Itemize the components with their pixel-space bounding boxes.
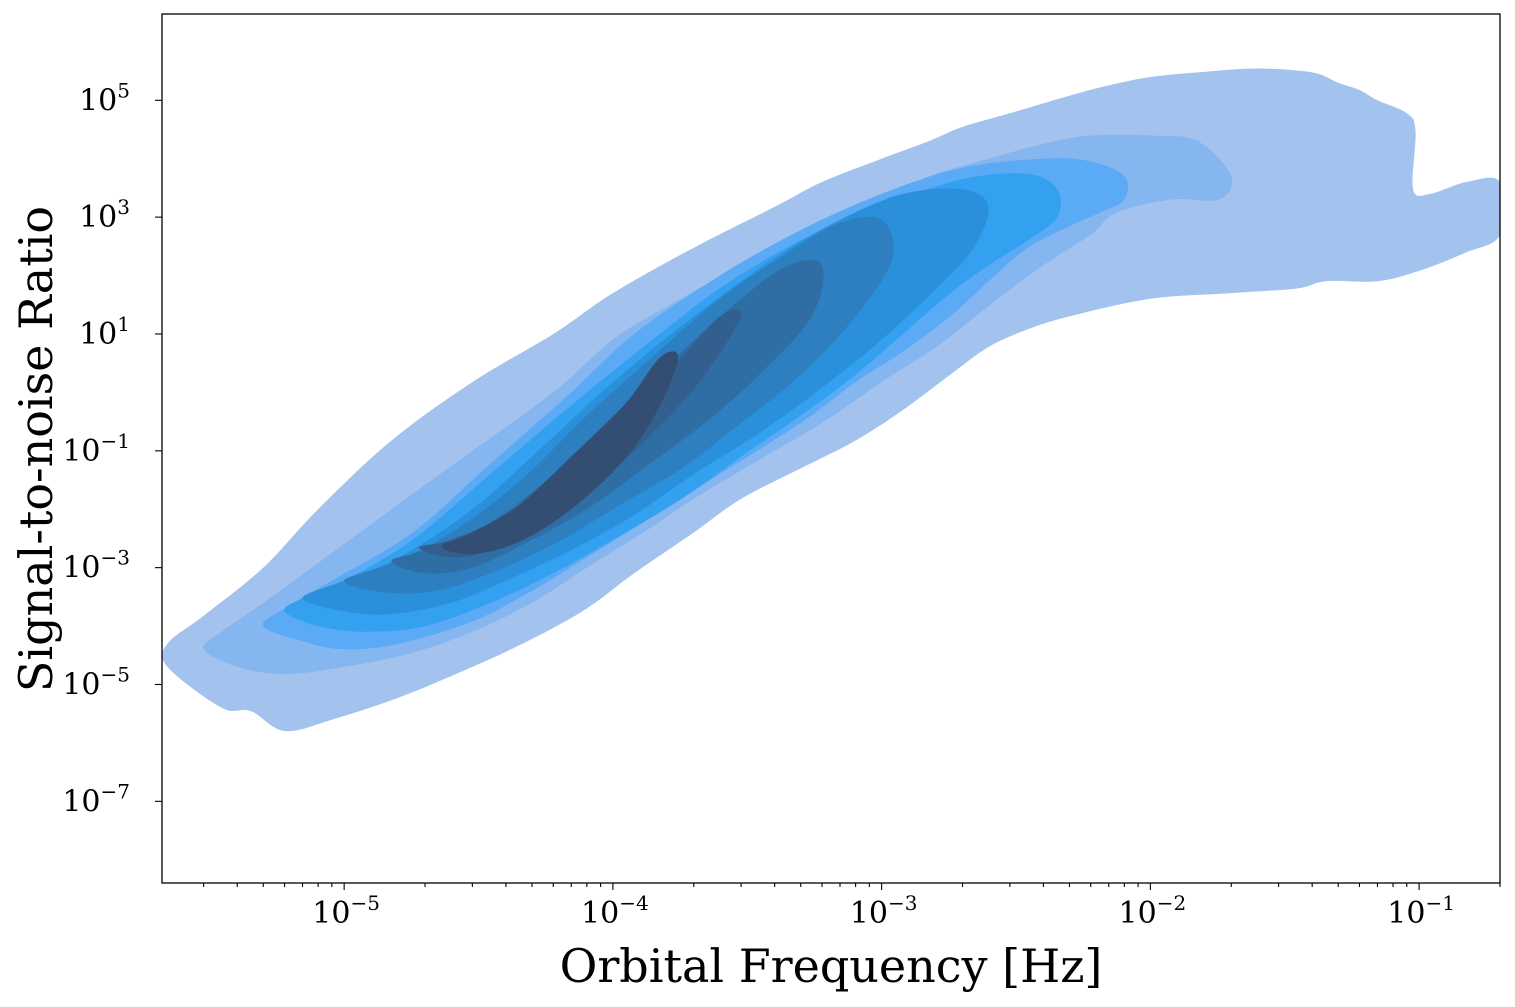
x-axis-title: Orbital Frequency [Hz] [560, 939, 1103, 993]
y-tick-label: 103 [79, 195, 130, 235]
contour-level-8 [419, 309, 742, 558]
y-tick-label: 10−1 [62, 429, 130, 469]
x-axis: 10−5 10−4 10−3 10−2 10−1 [203, 883, 1501, 931]
x-tick-label: 10−4 [581, 891, 649, 931]
y-tick-label: 10−3 [62, 546, 130, 586]
y-tick-label: 10−5 [62, 662, 130, 702]
plot-frame [161, 13, 1501, 884]
x-tick-label: 10−3 [850, 891, 918, 931]
y-axis: 10−7 10−5 10−3 10−1 101 103 105 [62, 78, 162, 819]
contour-level-9 [441, 351, 679, 555]
y-tick-label: 105 [79, 78, 130, 118]
y-tick-label: 10−7 [62, 779, 130, 819]
x-tick-label: 10−1 [1387, 891, 1455, 931]
x-tick-label: 10−5 [312, 891, 380, 931]
contour-layer [162, 68, 1500, 732]
y-tick-label: 101 [79, 312, 130, 352]
x-tick-label: 10−2 [1119, 891, 1187, 931]
y-axis-title: Signal-to-noise Ratio [9, 206, 63, 692]
